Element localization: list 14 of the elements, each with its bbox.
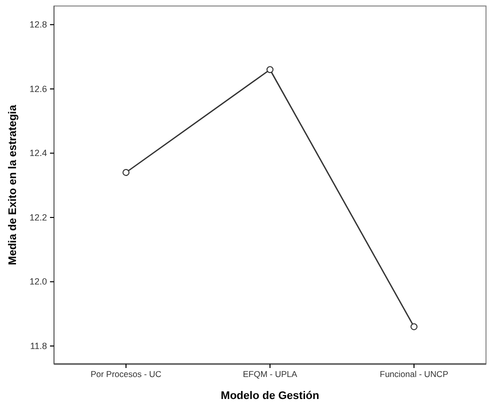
point [122, 168, 130, 176]
y-tick-label: 12.0 [29, 276, 47, 287]
x-tick-label: Por Procesos - UC [90, 369, 162, 380]
x-tick-label: EFQM - UPLA [242, 369, 298, 380]
y-tick-label: 11.8 [30, 340, 47, 351]
y-axis-title: Media de Exito en la estrategia [7, 104, 19, 266]
y-tick-label: 12.8 [29, 20, 47, 30]
y-tick-label: 12.4 [29, 148, 47, 158]
point [266, 66, 274, 74]
y-tick-label: 12.2 [29, 212, 47, 222]
y-tick-label: 12.6 [29, 84, 47, 94]
x-axis-title: Modelo de Gestión [220, 390, 320, 402]
point [410, 323, 418, 330]
x-tick-label: Funcional - UNCP [380, 369, 449, 380]
